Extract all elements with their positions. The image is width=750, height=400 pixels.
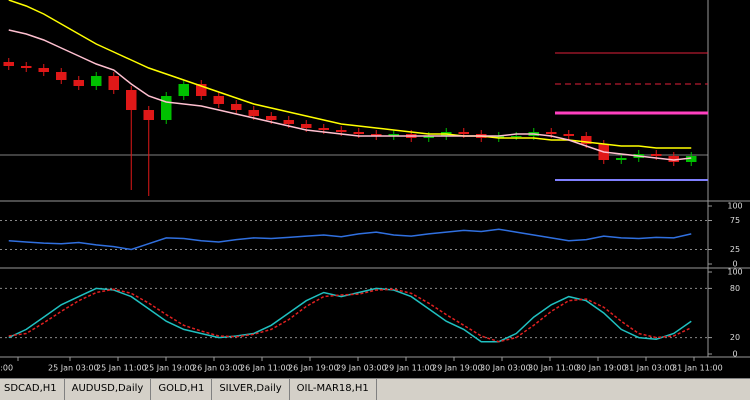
candle-body (38, 68, 49, 72)
y-tick-label: 20 (730, 333, 740, 342)
candle-body (581, 136, 592, 144)
time-label: 30 Jan 19:00 (576, 364, 627, 373)
y-tick-label: 0 (732, 260, 737, 269)
candle-body (178, 84, 189, 96)
background (0, 0, 750, 378)
candle-body (248, 110, 259, 116)
symbol-tab[interactable]: SILVER,Daily (212, 379, 290, 400)
candle-body (196, 84, 207, 96)
symbol-tabs: SDCAD,H1 AUDUSD,Daily GOLD,H1 SILVER,Daily O… (0, 378, 750, 400)
candle-body (458, 132, 469, 134)
y-tick-label: 100 (727, 268, 742, 277)
time-label: 29 Jan 19:00 (432, 364, 483, 373)
time-label: 19:00 (0, 364, 13, 373)
candle-body (388, 134, 399, 136)
candle-body (511, 136, 522, 137)
candle-body (563, 134, 574, 136)
stochastic-line (8, 288, 692, 343)
time-label: 26 Jan 11:00 (240, 364, 291, 373)
candle-body (266, 116, 277, 120)
candle-body (283, 120, 294, 124)
candle-body (126, 90, 137, 110)
time-label: 31 Jan 03:00 (624, 364, 675, 373)
y-tick-label: 0 (732, 350, 737, 359)
candle-body (686, 156, 697, 162)
candle-body (423, 136, 434, 138)
candle-body (108, 76, 119, 90)
time-label: 29 Jan 11:00 (384, 364, 435, 373)
candle-body (56, 72, 67, 80)
candle-body (73, 80, 84, 86)
candle-body (91, 76, 102, 86)
time-label: 29 Jan 03:00 (336, 364, 387, 373)
candle-body (668, 156, 679, 162)
symbol-tab[interactable]: OIL-MAR18,H1 (290, 379, 377, 400)
time-label: 26 Jan 19:00 (288, 364, 339, 373)
candle-body (213, 96, 224, 104)
candle-body (231, 104, 242, 110)
candle-body (161, 96, 172, 120)
candle-body (353, 132, 364, 134)
candle-body (651, 154, 662, 156)
candle-body (143, 110, 154, 120)
symbol-tab[interactable]: GOLD,H1 (151, 379, 213, 400)
time-label: 30 Jan 11:00 (528, 364, 579, 373)
y-tick-label: 100 (727, 202, 742, 211)
symbol-tab[interactable]: SDCAD,H1 (0, 379, 65, 400)
y-tick-label: 25 (730, 245, 740, 254)
y-tick-label: 80 (730, 284, 740, 293)
time-label: 25 Jan 11:00 (96, 364, 147, 373)
time-label: 25 Jan 19:00 (144, 364, 195, 373)
stochastic-line (8, 287, 692, 343)
time-label: 25 Jan 03:00 (48, 364, 99, 373)
candle-body (546, 132, 557, 134)
candle-body (493, 136, 504, 138)
time-label: 31 Jan 11:00 (672, 364, 723, 373)
candle-body (21, 66, 32, 68)
time-label: 30 Jan 03:00 (480, 364, 531, 373)
candle-body (3, 62, 14, 66)
moving-average (8, 0, 692, 149)
y-tick-label: 75 (730, 216, 740, 225)
candle-body (301, 124, 312, 128)
time-label: 26 Jan 03:00 (192, 364, 243, 373)
rsi-line (8, 228, 692, 251)
symbol-tab[interactable]: AUDUSD,Daily (65, 379, 152, 400)
candle-body (336, 130, 347, 132)
moving-average (8, 29, 692, 161)
candle-body (616, 158, 627, 160)
candle-body (371, 134, 382, 136)
candle-body (318, 128, 329, 130)
